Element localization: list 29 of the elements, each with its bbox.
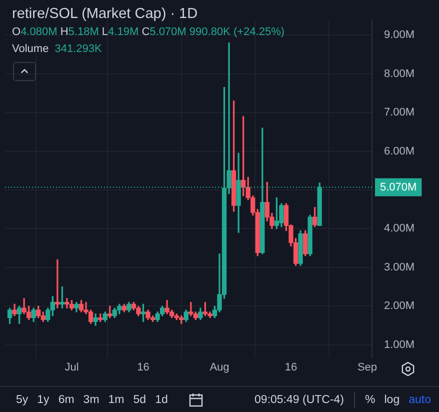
x-tick-label: 16 xyxy=(137,362,150,374)
x-tick-label: Sep xyxy=(357,362,378,374)
y-tick-label: 7.00M xyxy=(384,106,415,119)
text: auto xyxy=(408,394,431,406)
text: O4.080M H5.18M L4.19M C5.070M 990.80K (+24.25%) xyxy=(12,26,285,38)
annotation: Volume 341.293K xyxy=(12,43,103,55)
text: 6m xyxy=(58,394,74,406)
text: 3m xyxy=(83,394,100,406)
x-tick-label: 16 xyxy=(284,362,298,374)
text: 1m xyxy=(108,394,124,406)
y-tick-label: 1.00M xyxy=(384,338,415,351)
text: 5d xyxy=(133,394,146,406)
text: 1y xyxy=(37,394,50,406)
text: 1d xyxy=(155,394,168,406)
y-tick-label: 8.00M xyxy=(384,68,415,80)
x-tick-label: Jul xyxy=(64,362,79,374)
y-tick-label: 3.00M xyxy=(384,261,415,274)
ref-line-label: 5.070M xyxy=(380,181,417,194)
text: 09:05:49 (UTC-4) xyxy=(254,394,344,406)
chart-title: retire/SOL (Market Cap) · 1D xyxy=(12,6,199,22)
y-tick-label: 9.00M xyxy=(384,29,415,42)
x-tick-label: Aug xyxy=(210,362,230,374)
candlestick xyxy=(55,259,60,308)
y-tick-label: 2.00M xyxy=(384,300,415,312)
y-tick-label: 6.00M xyxy=(384,145,415,158)
y-tick-label: 4.00M xyxy=(384,222,415,235)
text: log xyxy=(384,394,400,406)
text: 5y xyxy=(16,394,28,406)
text: % xyxy=(365,394,376,406)
